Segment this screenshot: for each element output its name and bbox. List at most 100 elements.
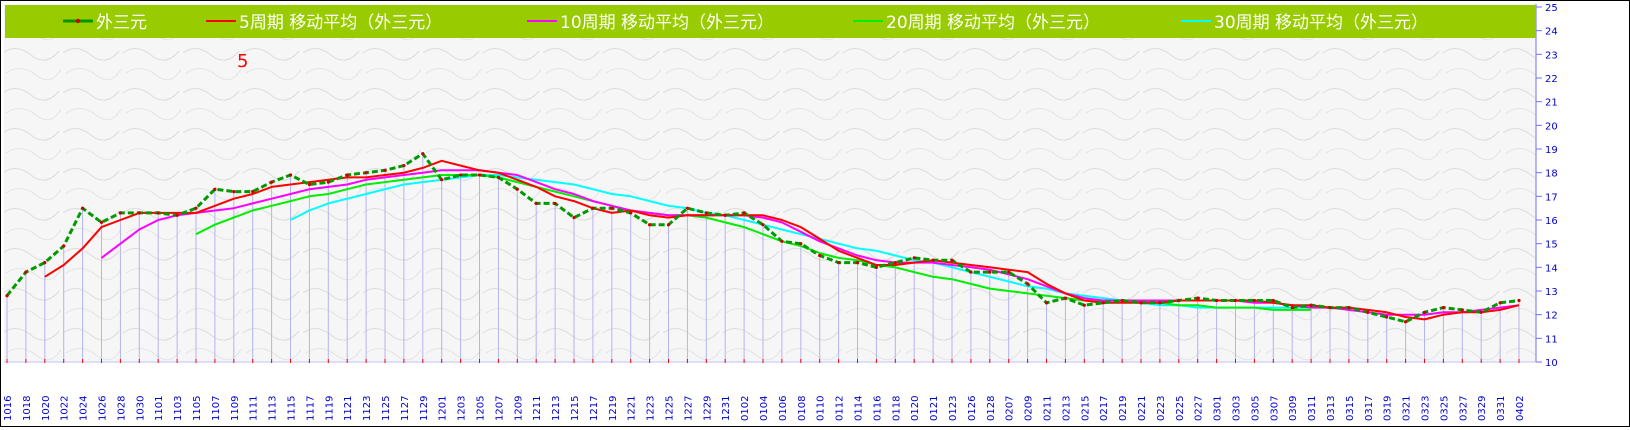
price-point <box>818 253 822 258</box>
x-tick-label: 1125 <box>381 396 392 421</box>
x-tick-label: 0303 <box>1232 396 1243 421</box>
x-tick-label: 0217 <box>1099 396 1110 421</box>
x-axis: 1016 1018 1020 1022 1024 1026 1028 1030 1101 1103… <box>3 396 1526 421</box>
x-tick-label: 1024 <box>79 396 90 421</box>
price-point <box>1007 270 1011 274</box>
price-point <box>137 211 141 215</box>
x-tick-label: 1227 <box>683 396 694 421</box>
y-tick-label: 18 <box>1545 169 1558 180</box>
x-tick-label: 0313 <box>1326 396 1337 421</box>
price-point <box>251 190 255 194</box>
price-point <box>288 173 293 177</box>
price-point <box>1366 310 1370 314</box>
x-tick-label: 1016 <box>3 396 14 421</box>
x-tick-label: 1105 <box>192 396 203 421</box>
x-tick-label: 1229 <box>702 396 713 421</box>
price-point <box>1082 303 1086 307</box>
price-point <box>874 265 879 269</box>
y-tick-label: 20 <box>1545 121 1558 132</box>
y-axis: 10 11 12 13 14 15 16 17 18 19 20 21 22 23 24 25 <box>1535 3 1558 369</box>
x-tick-label: 1205 <box>476 396 487 421</box>
price-point <box>742 211 746 215</box>
chart-annotation: 5 <box>237 51 248 72</box>
price-point <box>156 211 160 215</box>
price-point <box>1252 298 1256 303</box>
x-tick-label: 0209 <box>1024 396 1035 421</box>
price-point <box>345 173 349 177</box>
price-point <box>1158 301 1162 305</box>
x-tick-label: 0123 <box>948 396 959 421</box>
y-tick-label: 17 <box>1545 192 1558 203</box>
legend: 外三元 5周期 移动平均（外三元） 10周期 移动平均（外三元） 20周期 移动平均（… <box>5 5 1536 38</box>
x-tick-label: 0207 <box>1005 396 1016 421</box>
price-point <box>553 201 557 206</box>
price-point <box>383 168 387 172</box>
y-tick-label: 13 <box>1545 287 1558 298</box>
x-tick-label: 0321 <box>1402 396 1413 421</box>
price-point <box>1517 298 1521 303</box>
x-tick-label: 0108 <box>797 396 808 421</box>
x-tick-label: 1107 <box>211 396 222 421</box>
x-tick-label: 0327 <box>1458 396 1469 421</box>
x-tick-label: 1201 <box>438 396 449 421</box>
x-tick-label: 0301 <box>1213 396 1224 421</box>
y-tick-label: 11 <box>1545 334 1558 345</box>
price-point <box>1441 305 1445 310</box>
x-tick-label: 1223 <box>646 396 657 421</box>
x-tick-label: 0112 <box>835 396 846 421</box>
y-tick-label: 19 <box>1545 145 1558 156</box>
price-point <box>81 206 85 210</box>
x-tick-label: 0126 <box>967 396 978 421</box>
price-point <box>780 239 784 243</box>
y-tick-label: 16 <box>1545 216 1558 227</box>
x-tick-label: 0128 <box>986 396 997 421</box>
price-point <box>477 173 482 177</box>
x-tick-label: 0116 <box>872 396 883 421</box>
price-point <box>1120 298 1124 303</box>
price-point <box>1271 298 1275 303</box>
x-tick-label: 0323 <box>1421 396 1432 421</box>
x-tick-label: 1219 <box>608 396 619 421</box>
x-tick-label: 1022 <box>60 396 71 421</box>
price-point <box>326 180 330 184</box>
price-point <box>1139 301 1143 305</box>
x-tick-label: 0227 <box>1194 396 1205 421</box>
x-tick-label: 1213 <box>551 396 562 421</box>
price-point <box>1328 305 1332 310</box>
x-tick-label: 0110 <box>816 396 827 421</box>
y-tick-label: 23 <box>1545 50 1558 61</box>
x-tick-label: 1129 <box>419 396 430 421</box>
x-tick-label: 1111 <box>249 396 260 421</box>
x-tick-label: 1203 <box>457 396 468 421</box>
legend-label: 外三元 <box>96 13 147 33</box>
price-point <box>5 294 9 298</box>
x-tick-label: 1207 <box>494 396 505 421</box>
legend-label: 10周期 移动平均（外三元） <box>560 13 774 33</box>
price-point <box>1404 320 1408 324</box>
price-point <box>629 211 633 215</box>
price-point <box>572 216 576 220</box>
x-tick-label: 1209 <box>513 396 524 421</box>
x-tick-label: 0329 <box>1477 396 1488 421</box>
legend-label: 30周期 移动平均（外三元） <box>1214 13 1428 33</box>
price-point <box>969 270 973 274</box>
price-point <box>988 270 992 274</box>
x-axis-baseline <box>4 359 1536 363</box>
price-point <box>666 223 671 227</box>
price-point <box>1498 301 1502 305</box>
y-tick-label: 22 <box>1545 74 1558 85</box>
price-point <box>232 190 236 194</box>
price-point <box>950 258 954 262</box>
x-tick-label: 1101 <box>154 396 165 421</box>
price-point <box>799 242 803 246</box>
x-tick-label: 0106 <box>778 396 789 421</box>
x-tick-label: 0221 <box>1137 396 1148 421</box>
x-tick-label: 0215 <box>1080 396 1091 421</box>
x-tick-label: 0219 <box>1118 396 1129 421</box>
price-point <box>1479 310 1483 314</box>
x-tick-label: 1113 <box>268 396 279 421</box>
y-tick-label: 21 <box>1545 98 1558 109</box>
x-tick-label: 0213 <box>1061 396 1072 421</box>
x-tick-label: 1217 <box>589 396 600 421</box>
